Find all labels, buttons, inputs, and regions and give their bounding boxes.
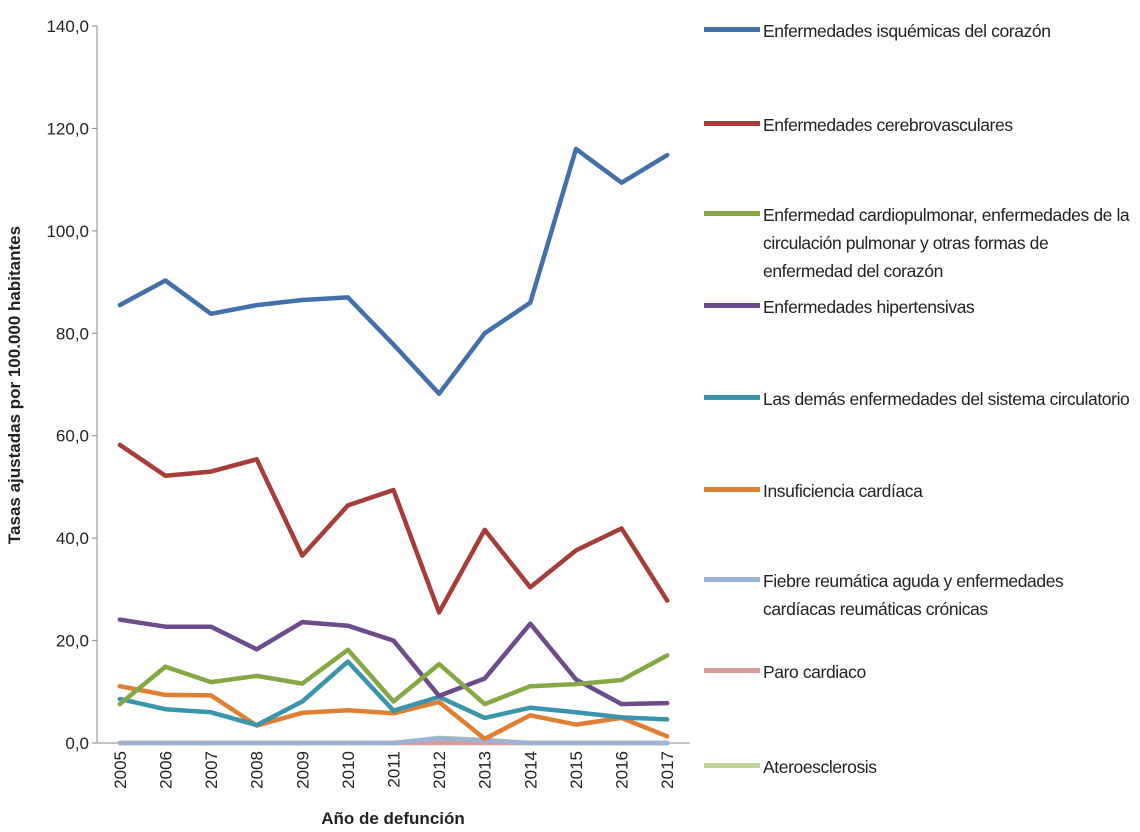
y-tick-label: 140,0 (46, 17, 89, 36)
legend-swatch (704, 303, 760, 308)
x-tick-label: 2017 (658, 751, 677, 789)
x-tick-label: 2012 (430, 751, 449, 789)
x-tick-label: 2005 (111, 751, 130, 789)
x-tick-label: 2008 (248, 751, 267, 789)
x-tick-label: 2014 (521, 751, 540, 789)
legend-label: Insuficiencia cardíaca (763, 481, 923, 501)
legend-label: Fiebre reumática aguda y enfermedades ca… (763, 571, 1064, 619)
x-tick-label: 2010 (339, 751, 358, 789)
legend-swatch (704, 395, 760, 400)
legend-item: Insuficiencia cardíaca (700, 477, 1130, 557)
x-tick-label: 2009 (293, 751, 312, 789)
y-tick-label: 20,0 (56, 632, 89, 651)
legend-item: Enfermedades isquémicas del corazón (700, 17, 1130, 97)
x-tick-label: 2015 (567, 751, 586, 789)
series-line (117, 659, 670, 728)
y-tick-label: 60,0 (56, 427, 89, 446)
legend-item: Fiebre reumática aguda y enfermedades ca… (700, 567, 1130, 647)
legend-swatch (704, 27, 760, 32)
y-tick-label: 0,0 (65, 734, 89, 753)
series-line (117, 647, 670, 707)
legend-item: Ateroesclerosis (700, 753, 1130, 832)
x-axis-title: Año de defunción (321, 809, 465, 828)
y-tick-label: 80,0 (56, 324, 89, 343)
series-line (117, 442, 670, 615)
y-tick-label: 100,0 (46, 222, 89, 241)
legend-label: Enfermedades hipertensivas (763, 297, 975, 317)
x-tick-label: 2016 (613, 751, 632, 789)
legend-item: Enfermedades hipertensivas (700, 293, 1130, 373)
legend-item: Paro cardiaco (700, 658, 1130, 738)
x-tick-label: 2013 (476, 751, 495, 789)
legend-swatch (704, 211, 760, 216)
legend-label: Enfermedad cardiopulmonar, enfermedades … (763, 205, 1130, 281)
y-tick-label: 40,0 (56, 529, 89, 548)
series-line (117, 617, 670, 707)
legend-label: Enfermedades isquémicas del corazón (763, 21, 1051, 41)
legend-label: Ateroesclerosis (763, 757, 877, 777)
y-tick-label: 120,0 (46, 119, 89, 138)
x-tick-label: 2011 (385, 751, 404, 788)
legend-swatch (704, 577, 760, 582)
legend-label: Enfermedades cerebrovasculares (763, 115, 1013, 135)
y-axis-title: Tasas ajustadas por 100.000 habitantes (5, 226, 24, 544)
legend-item: Enfermedad cardiopulmonar, enfermedades … (700, 201, 1130, 281)
legend-swatch (704, 487, 760, 492)
legend-item: Enfermedades cerebrovasculares (700, 111, 1130, 191)
legend-item: Las demás enfermedades del sistema circu… (700, 385, 1130, 465)
x-tick-label: 2006 (156, 751, 175, 789)
legend-swatch (704, 763, 760, 768)
legend-swatch (704, 121, 760, 126)
series-line (117, 683, 670, 742)
legend-label: Las demás enfermedades del sistema circu… (763, 389, 1130, 409)
legend-label: Paro cardiaco (763, 662, 866, 682)
legend-swatch (704, 668, 760, 673)
series-line (117, 736, 670, 746)
x-tick-label: 2007 (202, 751, 221, 789)
series-line (117, 146, 670, 396)
